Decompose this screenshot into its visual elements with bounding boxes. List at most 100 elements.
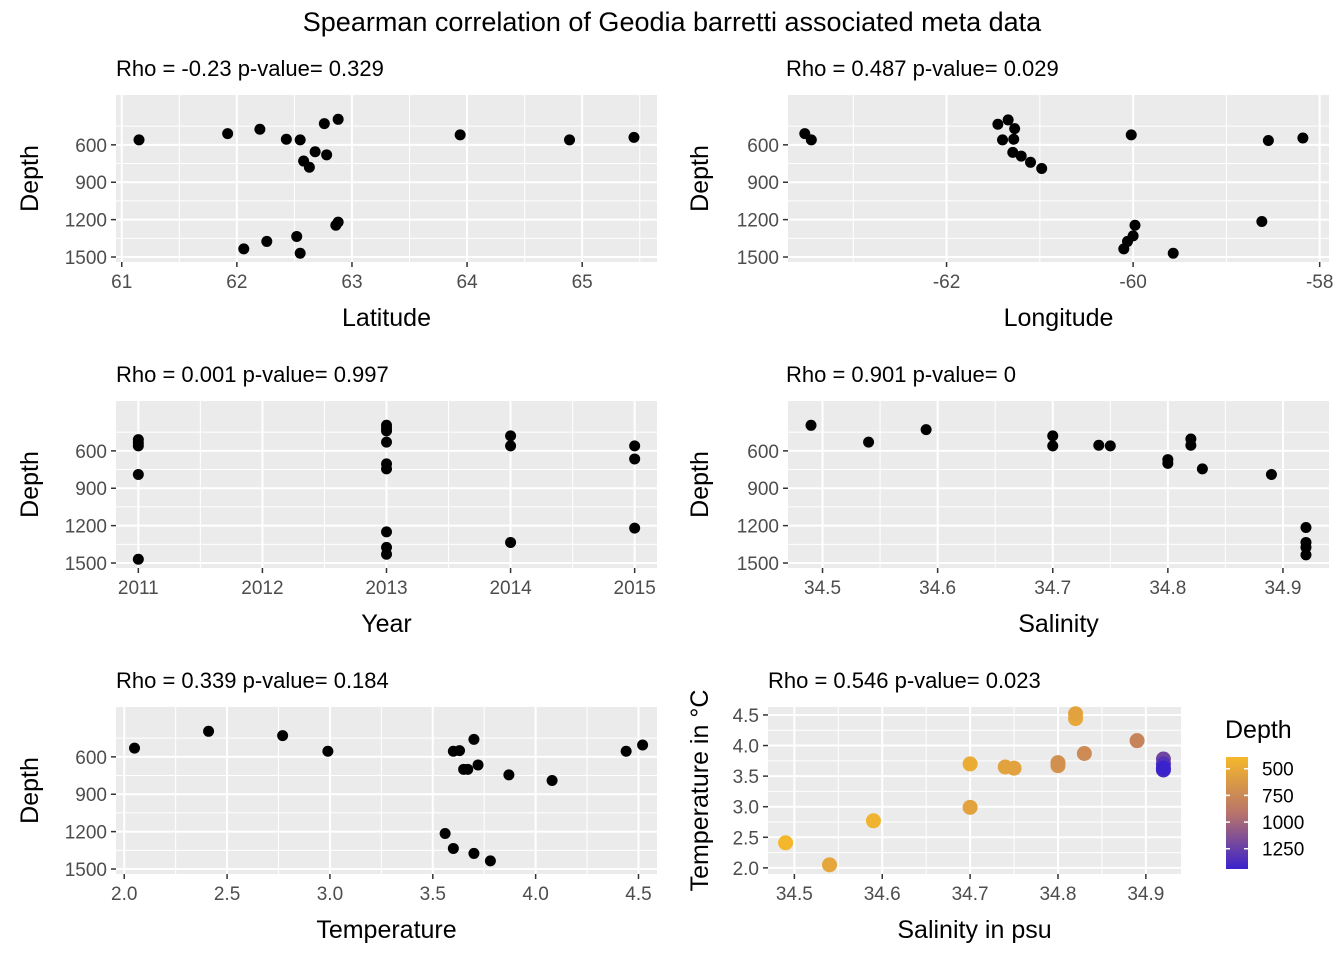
x-tick-label: 3.0 <box>317 884 343 905</box>
correlation-annotation: Rho = 0.901 p-value= 0 <box>786 362 1016 387</box>
y-axis-title: Depth <box>16 145 44 212</box>
x-tick-label: 61 <box>111 272 132 293</box>
y-tick-label: 3.5 <box>733 767 759 788</box>
y-tick-label: 900 <box>75 173 107 194</box>
x-tick-label: 2.5 <box>214 884 240 905</box>
data-point <box>1008 133 1020 145</box>
data-point <box>620 745 632 757</box>
data-point <box>778 835 794 851</box>
data-point <box>920 424 932 436</box>
y-axis-title: Depth <box>686 451 714 518</box>
y-tick-label: 600 <box>75 748 107 769</box>
legend-tick-label: 1250 <box>1262 840 1304 861</box>
data-point <box>462 763 474 775</box>
correlation-annotation: Rho = 0.001 p-value= 0.997 <box>116 362 389 387</box>
data-point <box>629 453 641 465</box>
data-point <box>992 118 1004 130</box>
x-tick-label: 4.5 <box>625 884 651 905</box>
data-point <box>261 235 273 247</box>
y-tick-label: 900 <box>75 785 107 806</box>
data-point <box>629 522 641 534</box>
data-point <box>381 436 392 448</box>
data-point <box>447 842 459 854</box>
data-point <box>468 847 480 859</box>
y-tick-label: 600 <box>747 442 779 463</box>
data-point <box>637 739 649 751</box>
data-point <box>1076 745 1092 761</box>
data-point <box>132 440 144 452</box>
data-point <box>277 730 289 742</box>
panel-4: 34.5 34.6 34.7 34.8 34.9 600 900 1200 1500 Salini… <box>686 362 1329 638</box>
panel-3: 2011 2012 2013 2014 2015 600 900 1200 1500 Year De… <box>16 362 657 638</box>
x-tick-label: -60 <box>1119 272 1146 293</box>
data-point <box>332 113 344 125</box>
data-point <box>1155 760 1171 776</box>
data-point <box>291 230 303 242</box>
panel-5: 2.0 2.5 3.0 3.5 4.0 4.5 600 900 1200 1500 Temperat… <box>16 668 657 944</box>
y-tick-label: 900 <box>747 479 779 500</box>
x-tick-label: 34.6 <box>919 578 956 599</box>
data-point <box>503 769 515 781</box>
x-tick-label: -62 <box>933 272 960 293</box>
x-tick-label: 34.5 <box>804 578 841 599</box>
y-tick-label: 2.5 <box>733 828 759 849</box>
x-axis-title: Year <box>361 610 412 638</box>
x-tick-label: 2012 <box>241 578 283 599</box>
data-point <box>1093 439 1105 451</box>
data-point <box>1162 457 1174 469</box>
x-tick-label: 62 <box>226 272 247 293</box>
data-point <box>505 440 517 452</box>
data-point <box>822 857 838 873</box>
y-tick-label: 2.0 <box>733 859 759 880</box>
data-point <box>1104 440 1116 452</box>
data-point <box>1006 760 1022 776</box>
data-point <box>468 733 480 745</box>
data-point <box>132 469 144 481</box>
data-point <box>454 745 466 757</box>
x-tick-label: 34.9 <box>1127 884 1164 905</box>
y-tick-label: 600 <box>75 442 107 463</box>
panel-2: -62 -60 -58 600 900 1200 1500 Longitude Depth Rho… <box>686 56 1333 332</box>
y-tick-label: 1200 <box>65 211 107 232</box>
panel-1: 61 62 63 64 65 600 900 1200 1500 Latitude Depth Rho… <box>16 56 657 332</box>
data-point <box>505 430 517 442</box>
y-tick-label: 1500 <box>737 248 779 269</box>
correlation-annotation: Rho = 0.339 p-value= 0.184 <box>116 668 389 693</box>
legend-tick-label: 1000 <box>1262 813 1304 834</box>
data-point <box>203 725 215 737</box>
data-point <box>1196 463 1208 475</box>
y-tick-label: 900 <box>75 479 107 500</box>
data-point <box>1002 114 1014 126</box>
y-tick-label: 1500 <box>737 554 779 575</box>
y-tick-label: 1500 <box>65 554 107 575</box>
data-point <box>1047 430 1059 442</box>
x-tick-label: 4.0 <box>522 884 548 905</box>
legend-title: Depth <box>1225 716 1292 744</box>
data-point <box>1129 733 1145 749</box>
panel-background <box>116 707 657 874</box>
data-point <box>962 799 978 815</box>
x-tick-label: 2013 <box>365 578 407 599</box>
legend-tick-label: 500 <box>1262 760 1294 781</box>
data-point <box>1068 706 1084 722</box>
y-tick-label: 1200 <box>737 517 779 538</box>
x-tick-label: 64 <box>457 272 479 293</box>
data-point <box>1025 156 1037 168</box>
x-tick-label: 2.0 <box>111 884 137 905</box>
data-point <box>1129 219 1141 231</box>
x-tick-label: 34.6 <box>864 884 901 905</box>
legend-colorbar <box>1226 757 1248 869</box>
data-point <box>1047 440 1059 452</box>
data-point <box>863 436 875 448</box>
data-point <box>1036 163 1048 175</box>
y-axis-title: Depth <box>16 451 44 518</box>
data-point <box>805 134 817 146</box>
y-tick-label: 3.0 <box>733 798 759 819</box>
panel-6: 34.5 34.6 34.7 34.8 34.9 2.0 2.5 3.0 3.5 4.0 4.5 Sa… <box>686 668 1304 944</box>
panel-background <box>788 401 1329 568</box>
data-point <box>322 745 334 757</box>
y-tick-label: 4.5 <box>733 706 759 727</box>
data-point <box>238 243 250 255</box>
x-axis-title: Temperature <box>316 916 456 944</box>
data-point <box>222 128 234 140</box>
